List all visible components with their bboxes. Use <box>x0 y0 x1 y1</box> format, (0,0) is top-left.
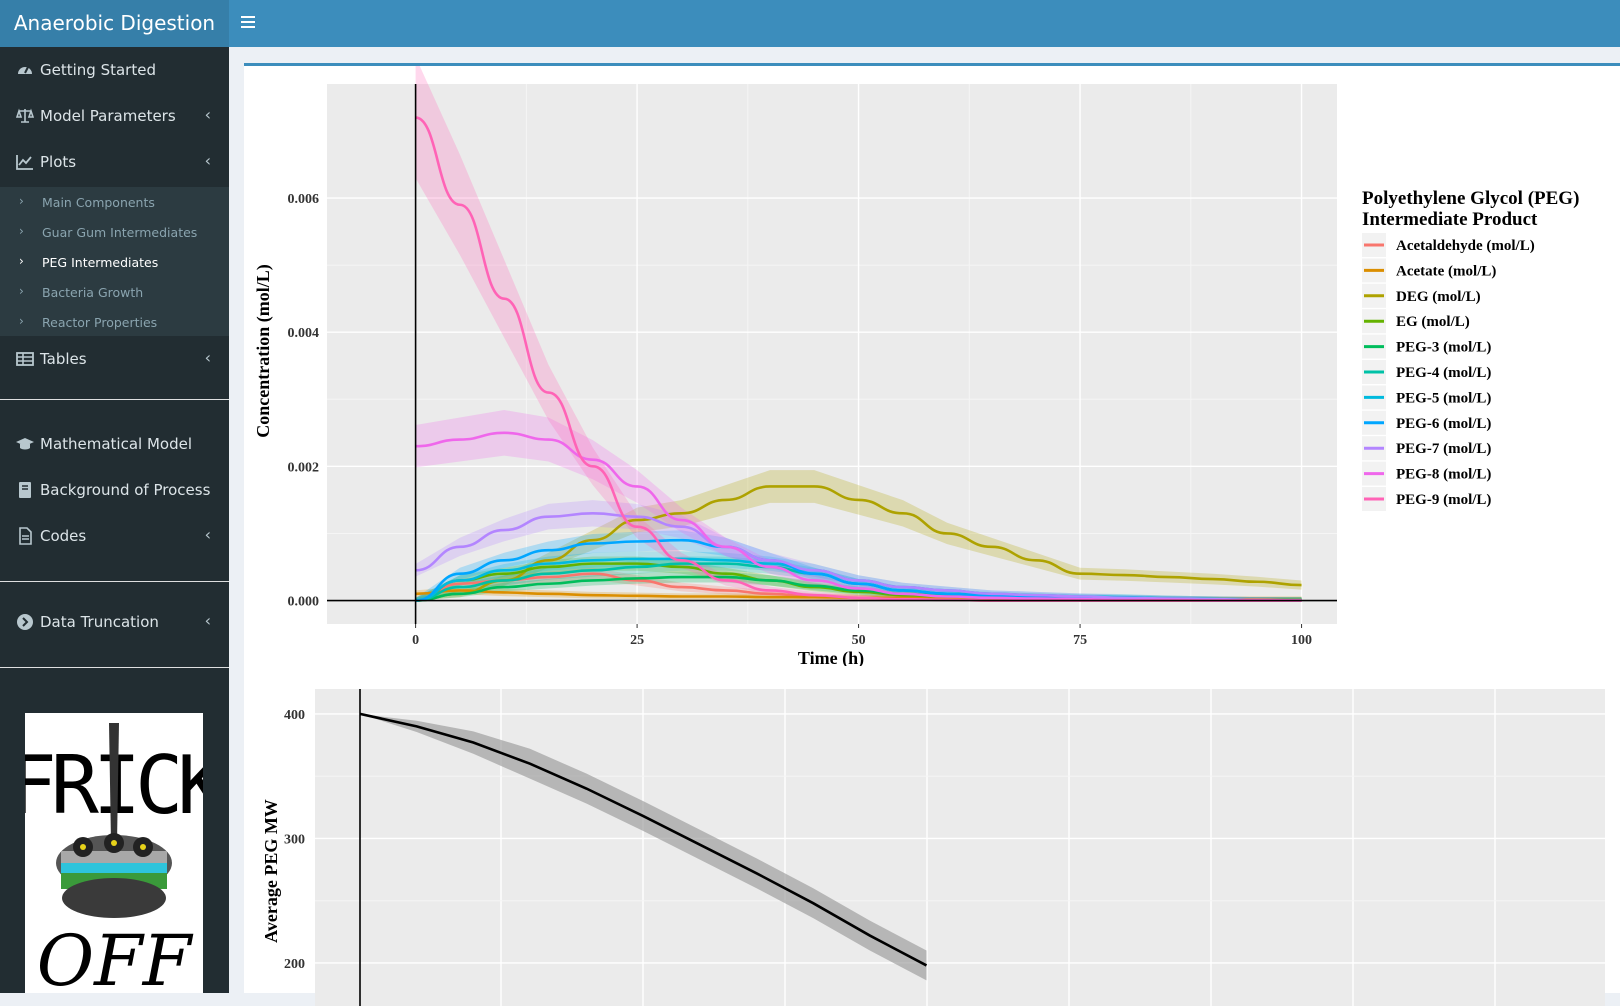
sidebar-toggle-icon[interactable] <box>241 13 261 33</box>
graduation-cap-icon <box>16 438 34 450</box>
sidebar-item-data-truncation[interactable]: Data Truncation ‹ <box>0 599 229 645</box>
series-line <box>359 712 928 967</box>
legend-label: PEG-8 (mol/L) <box>1396 467 1491 483</box>
chart-axes: 0 25 50 75 100 0.000 0.002 0.004 0.006 <box>288 84 1337 648</box>
series-line <box>415 485 1302 602</box>
angle-right-icon: › <box>19 224 24 238</box>
y-tick-label: 0.004 <box>288 326 320 341</box>
legend-label: PEG-7 (mol/L) <box>1396 441 1491 457</box>
table-icon <box>16 352 34 366</box>
sidebar-item-label: Tables <box>40 350 87 368</box>
legend-label: PEG-5 (mol/L) <box>1396 390 1491 406</box>
series-ribbon <box>415 567 1302 601</box>
sidebar-item-label: Codes <box>40 527 87 545</box>
sidebar-item-getting-started[interactable]: Getting Started <box>0 47 229 93</box>
sidebar-item-label: Model Parameters <box>40 107 176 125</box>
submenu-item-main-components[interactable]: › Main Components <box>0 187 229 217</box>
series-ribbon <box>415 500 1302 601</box>
sidebar-item-label: Getting Started <box>40 61 156 79</box>
y-tick-label: 300 <box>284 832 305 847</box>
series-ribbon <box>415 410 1302 601</box>
line-chart-icon <box>16 155 33 170</box>
dashboard-icon <box>18 66 32 74</box>
legend-label: Acetaldehyde (mol/L) <box>1396 238 1535 254</box>
chevron-circle-right-icon <box>17 614 33 630</box>
main-content-box: 0 25 50 75 100 0.000 0.002 0.004 0.006 Time (h) … <box>244 63 1620 1006</box>
angle-right-icon: › <box>19 194 24 208</box>
chart-legend: Polyethylene Glycol (PEG) Intermediate P… <box>1362 188 1579 511</box>
y-tick-label: 400 <box>284 708 305 723</box>
y-axis-label: Concentration (mol/L) <box>253 264 274 437</box>
submenu-item-label: Main Components <box>42 195 155 210</box>
x-tick-label: 100 <box>1291 633 1312 648</box>
y-tick-label: 200 <box>284 957 305 972</box>
submenu-item-label: PEG Intermediates <box>42 255 159 270</box>
sidebar-item-mathematical-model[interactable]: Mathematical Model <box>0 421 229 467</box>
y-tick-label: 0.000 <box>288 595 320 610</box>
y-tick-label: 0.006 <box>288 192 320 207</box>
sidebar-divider <box>0 667 229 668</box>
chart-panel <box>327 84 1337 624</box>
submenu-item-reactor-properties[interactable]: › Reactor Properties <box>0 307 229 337</box>
submenu-item-bacteria-growth[interactable]: › Bacteria Growth <box>0 277 229 307</box>
submenu-item-label: Reactor Properties <box>42 315 158 330</box>
balance-scale-icon <box>16 108 34 123</box>
file-icon <box>19 527 32 545</box>
chevron-left-icon: ‹ <box>204 105 211 124</box>
x-axis-label: Time (h) <box>798 648 864 666</box>
series-ribbon <box>415 530 1302 601</box>
sidebar-item-model-parameters[interactable]: Model Parameters ‹ <box>0 93 229 139</box>
sidebar: Getting Started Model Parameters ‹ Plots… <box>0 47 229 993</box>
series-ribbon <box>415 470 1302 601</box>
sidebar-item-label: Background of Process <box>40 481 211 499</box>
legend-label: PEG-9 (mol/L) <box>1396 492 1491 508</box>
series-line <box>415 512 1302 602</box>
logo-text-bottom: OFF <box>37 920 194 993</box>
y-axis-label: Average PEG MW <box>261 799 281 943</box>
angle-right-icon: › <box>19 284 24 298</box>
top-header: Anaerobic Digestion <box>0 0 1620 47</box>
sidebar-divider <box>0 399 229 400</box>
frack-off-logo: FRICK OFF <box>25 713 203 993</box>
angle-right-icon: › <box>19 254 24 268</box>
legend-title-line2: Intermediate Product <box>1362 209 1538 230</box>
average-peg-mw-chart: 400 300 200 Average PEG MW <box>261 689 1605 1006</box>
legend-label: PEG-3 (mol/L) <box>1396 340 1491 356</box>
legend-label: DEG (mol/L) <box>1396 289 1481 305</box>
chart-line <box>359 712 928 967</box>
submenu-item-label: Guar Gum Intermediates <box>42 225 198 240</box>
y-tick-label: 0.002 <box>288 460 320 475</box>
submenu-item-label: Bacteria Growth <box>42 285 144 300</box>
legend-label: PEG-4 (mol/L) <box>1396 365 1491 381</box>
book-icon <box>19 482 31 498</box>
x-tick-label: 25 <box>630 633 644 648</box>
legend-title-line1: Polyethylene Glycol (PEG) <box>1362 188 1579 209</box>
sidebar-item-label: Plots <box>40 153 77 171</box>
plots-submenu: › Main Components › Guar Gum Intermediat… <box>0 187 229 336</box>
sidebar-divider <box>0 581 229 582</box>
chevron-left-icon: ‹ <box>204 611 211 630</box>
chevron-left-icon: ‹ <box>204 151 211 170</box>
chevron-left-icon: ‹ <box>204 525 211 544</box>
submenu-item-guar-gum-intermediates[interactable]: › Guar Gum Intermediates <box>0 217 229 247</box>
chevron-left-icon: ‹ <box>204 348 211 367</box>
sidebar-item-label: Data Truncation <box>40 613 159 631</box>
sidebar-item-codes[interactable]: Codes ‹ <box>0 513 229 559</box>
x-tick-label: 75 <box>1073 633 1087 648</box>
x-tick-label: 50 <box>852 633 866 648</box>
submenu-item-peg-intermediates[interactable]: › PEG Intermediates <box>0 247 229 277</box>
sidebar-item-tables[interactable]: Tables ‹ <box>0 336 229 382</box>
app-title[interactable]: Anaerobic Digestion <box>0 0 229 47</box>
sidebar-item-background-of-process[interactable]: Background of Process <box>0 467 229 513</box>
chart-panel <box>315 689 1605 1006</box>
x-tick-label: 0 <box>412 633 419 648</box>
sidebar-item-label: Mathematical Model <box>40 435 193 453</box>
sidebar-item-plots[interactable]: Plots ‹ <box>0 139 229 185</box>
legend-label: PEG-6 (mol/L) <box>1396 416 1491 432</box>
chart-axes: 400 300 200 <box>284 689 361 1006</box>
legend-label: EG (mol/L) <box>1396 314 1470 330</box>
angle-right-icon: › <box>19 314 24 328</box>
legend-label: Acetate (mol/L) <box>1396 263 1496 279</box>
